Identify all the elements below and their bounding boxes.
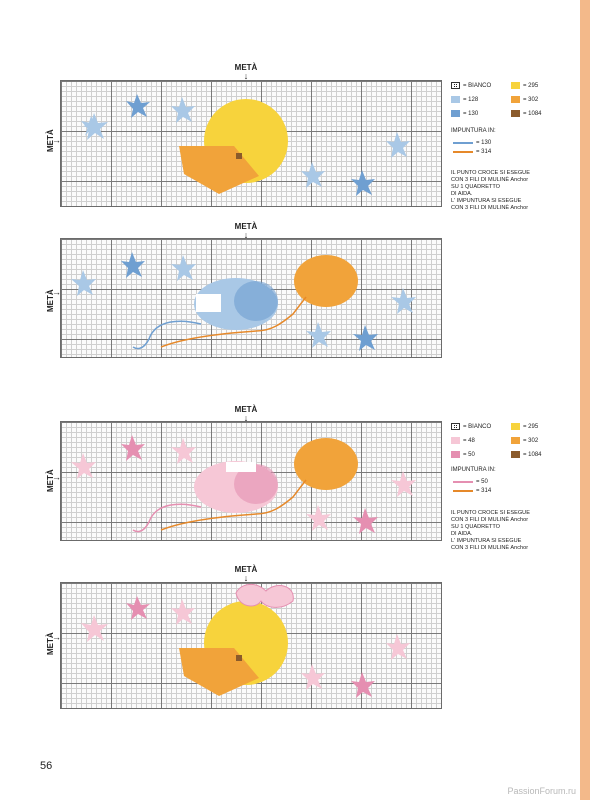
watermark: PassionForum.ru: [507, 786, 576, 796]
chart-duck-pink: [60, 582, 442, 709]
instructions-note: IL PUNTO CROCE SI ESEGUE CON 3 FILI DI M…: [451, 170, 530, 211]
swatch-yellow-icon: [511, 423, 520, 430]
legend-item-48: = 48: [451, 437, 475, 444]
chart-balloon-pink: [60, 421, 442, 541]
meta-side-arrow-2: →: [52, 287, 61, 297]
page-edge-stripe: [580, 0, 590, 800]
swatch-yellow-icon: [511, 82, 520, 89]
legend-item-bianco-pink: = BIANCO: [451, 423, 491, 430]
duck: [179, 99, 288, 194]
chart-duck-blue-motif: [81, 94, 410, 196]
impuntura-title-pink: IMPUNTURA IN:: [451, 467, 496, 473]
legend-item-1084-pink: = 1084: [511, 451, 542, 458]
swatch-orange-icon: [511, 437, 520, 444]
instructions-note-pink: IL PUNTO CROCE SI ESEGUE CON 3 FILI DI M…: [451, 510, 530, 551]
legend-item-128: = 128: [451, 96, 478, 103]
swatch-white-icon: [451, 423, 460, 430]
legend-item-302: = 302: [511, 96, 538, 103]
swatch-light-pink-icon: [451, 437, 460, 444]
star-light-blue: [81, 113, 108, 140]
chart-duck-blue: [60, 80, 442, 207]
impuntura-130: = 130: [453, 140, 491, 146]
swatch-brown-icon: [511, 451, 520, 458]
swatch-blue-icon: [451, 110, 460, 117]
swatch-pink-icon: [451, 451, 460, 458]
star-light-blue-3: [301, 162, 325, 188]
chart-balloon-pink-motif: [71, 435, 416, 534]
impuntura-50: = 50: [453, 479, 488, 485]
chart-balloon-blue-motif: [71, 252, 416, 351]
impuntura-title: IMPUNTURA IN:: [451, 128, 496, 134]
swatch-orange-icon: [511, 96, 520, 103]
meta-top-label-4: METÀ ↓: [234, 565, 258, 583]
star-blue: [126, 94, 150, 118]
star-light-blue-2: [171, 97, 195, 123]
swatch-white-icon: [451, 82, 460, 89]
swatch-brown-icon: [511, 110, 520, 117]
meta-side-arrow-1: →: [52, 135, 61, 145]
meta-top-label-3: METÀ ↓: [234, 405, 258, 423]
meta-side-arrow-3: →: [52, 472, 61, 482]
legend-item-50: = 50: [451, 451, 475, 458]
legend-item-130: = 130: [451, 110, 478, 117]
star-light-blue-4: [386, 132, 410, 158]
meta-top-label-1: METÀ ↓: [234, 63, 258, 81]
legend-item-bianco: = BIANCO: [451, 82, 491, 89]
impuntura-314-pink: = 314: [453, 488, 491, 494]
legend-item-295: = 295: [511, 82, 538, 89]
meta-side-arrow-4: →: [52, 632, 61, 642]
chart-balloon-blue: [60, 238, 442, 358]
swatch-light-blue-icon: [451, 96, 460, 103]
legend-item-1084: = 1084: [511, 110, 542, 117]
meta-top-label-2: METÀ ↓: [234, 222, 258, 240]
star-blue-2: [351, 170, 375, 196]
page-number: 56: [40, 760, 53, 772]
legend-item-295-pink: = 295: [511, 423, 538, 430]
chart-duck-pink-motif: [81, 584, 410, 698]
impuntura-314: = 314: [453, 149, 491, 155]
legend-item-302-pink: = 302: [511, 437, 538, 444]
